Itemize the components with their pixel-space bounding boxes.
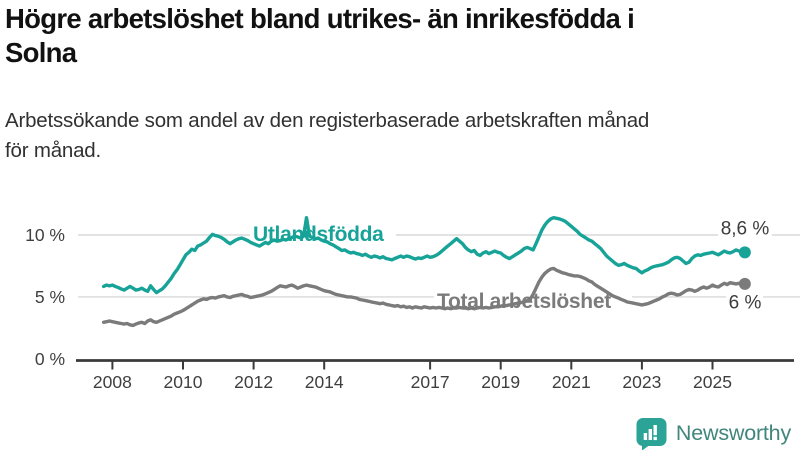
newsworthy-logo-text: Newsworthy [675,421,791,445]
newsworthy-logo[interactable]: Newsworthy [635,416,791,450]
newsworthy-logo-icon [636,418,667,450]
x-tick-label-2014: 2014 [305,372,344,392]
subtitle-line-1: Arbetssökande som andel av den registerb… [5,109,650,132]
series-label-utlandsfodda: Utlandsfödda [253,223,384,246]
subtitle-line-2: för månad. [5,139,101,162]
page-title: Högre arbetslöshet bland utrikes- än inr… [5,2,635,70]
y-tick-label-0: 0 % [35,349,65,369]
x-tick-label-2012: 2012 [234,372,273,392]
x-tick-label-2025: 2025 [693,372,732,392]
title-line-1: Högre arbetslöshet bland utrikes- än inr… [5,3,635,34]
x-tick-label-2017: 2017 [411,372,450,392]
x-tick-label-2023: 2023 [622,372,661,392]
line-total-arbetsloshet [101,266,747,328]
x-tick-label-2019: 2019 [481,372,520,392]
line-utlandsfodda-end-dot [738,246,751,259]
line-utlandsfodda [101,216,747,295]
y-tick-label-10: 10 % [25,225,65,245]
x-tick-label-2008: 2008 [93,372,132,392]
x-tick-label-2021: 2021 [552,372,591,392]
end-value-label-total: 6 % [729,293,762,314]
end-value-label-utlandsfodda: 8,6 % [721,219,770,240]
line-total-arbetsloshet-end-dot [738,277,751,290]
series-label-total: Total arbetslöshet [437,290,611,313]
title-line-2: Solna [5,37,77,68]
y-tick-label-5: 5 % [35,287,65,307]
chart-subtitle: Arbetssökande som andel av den registerb… [5,106,649,166]
x-tick-label-2010: 2010 [164,372,203,392]
